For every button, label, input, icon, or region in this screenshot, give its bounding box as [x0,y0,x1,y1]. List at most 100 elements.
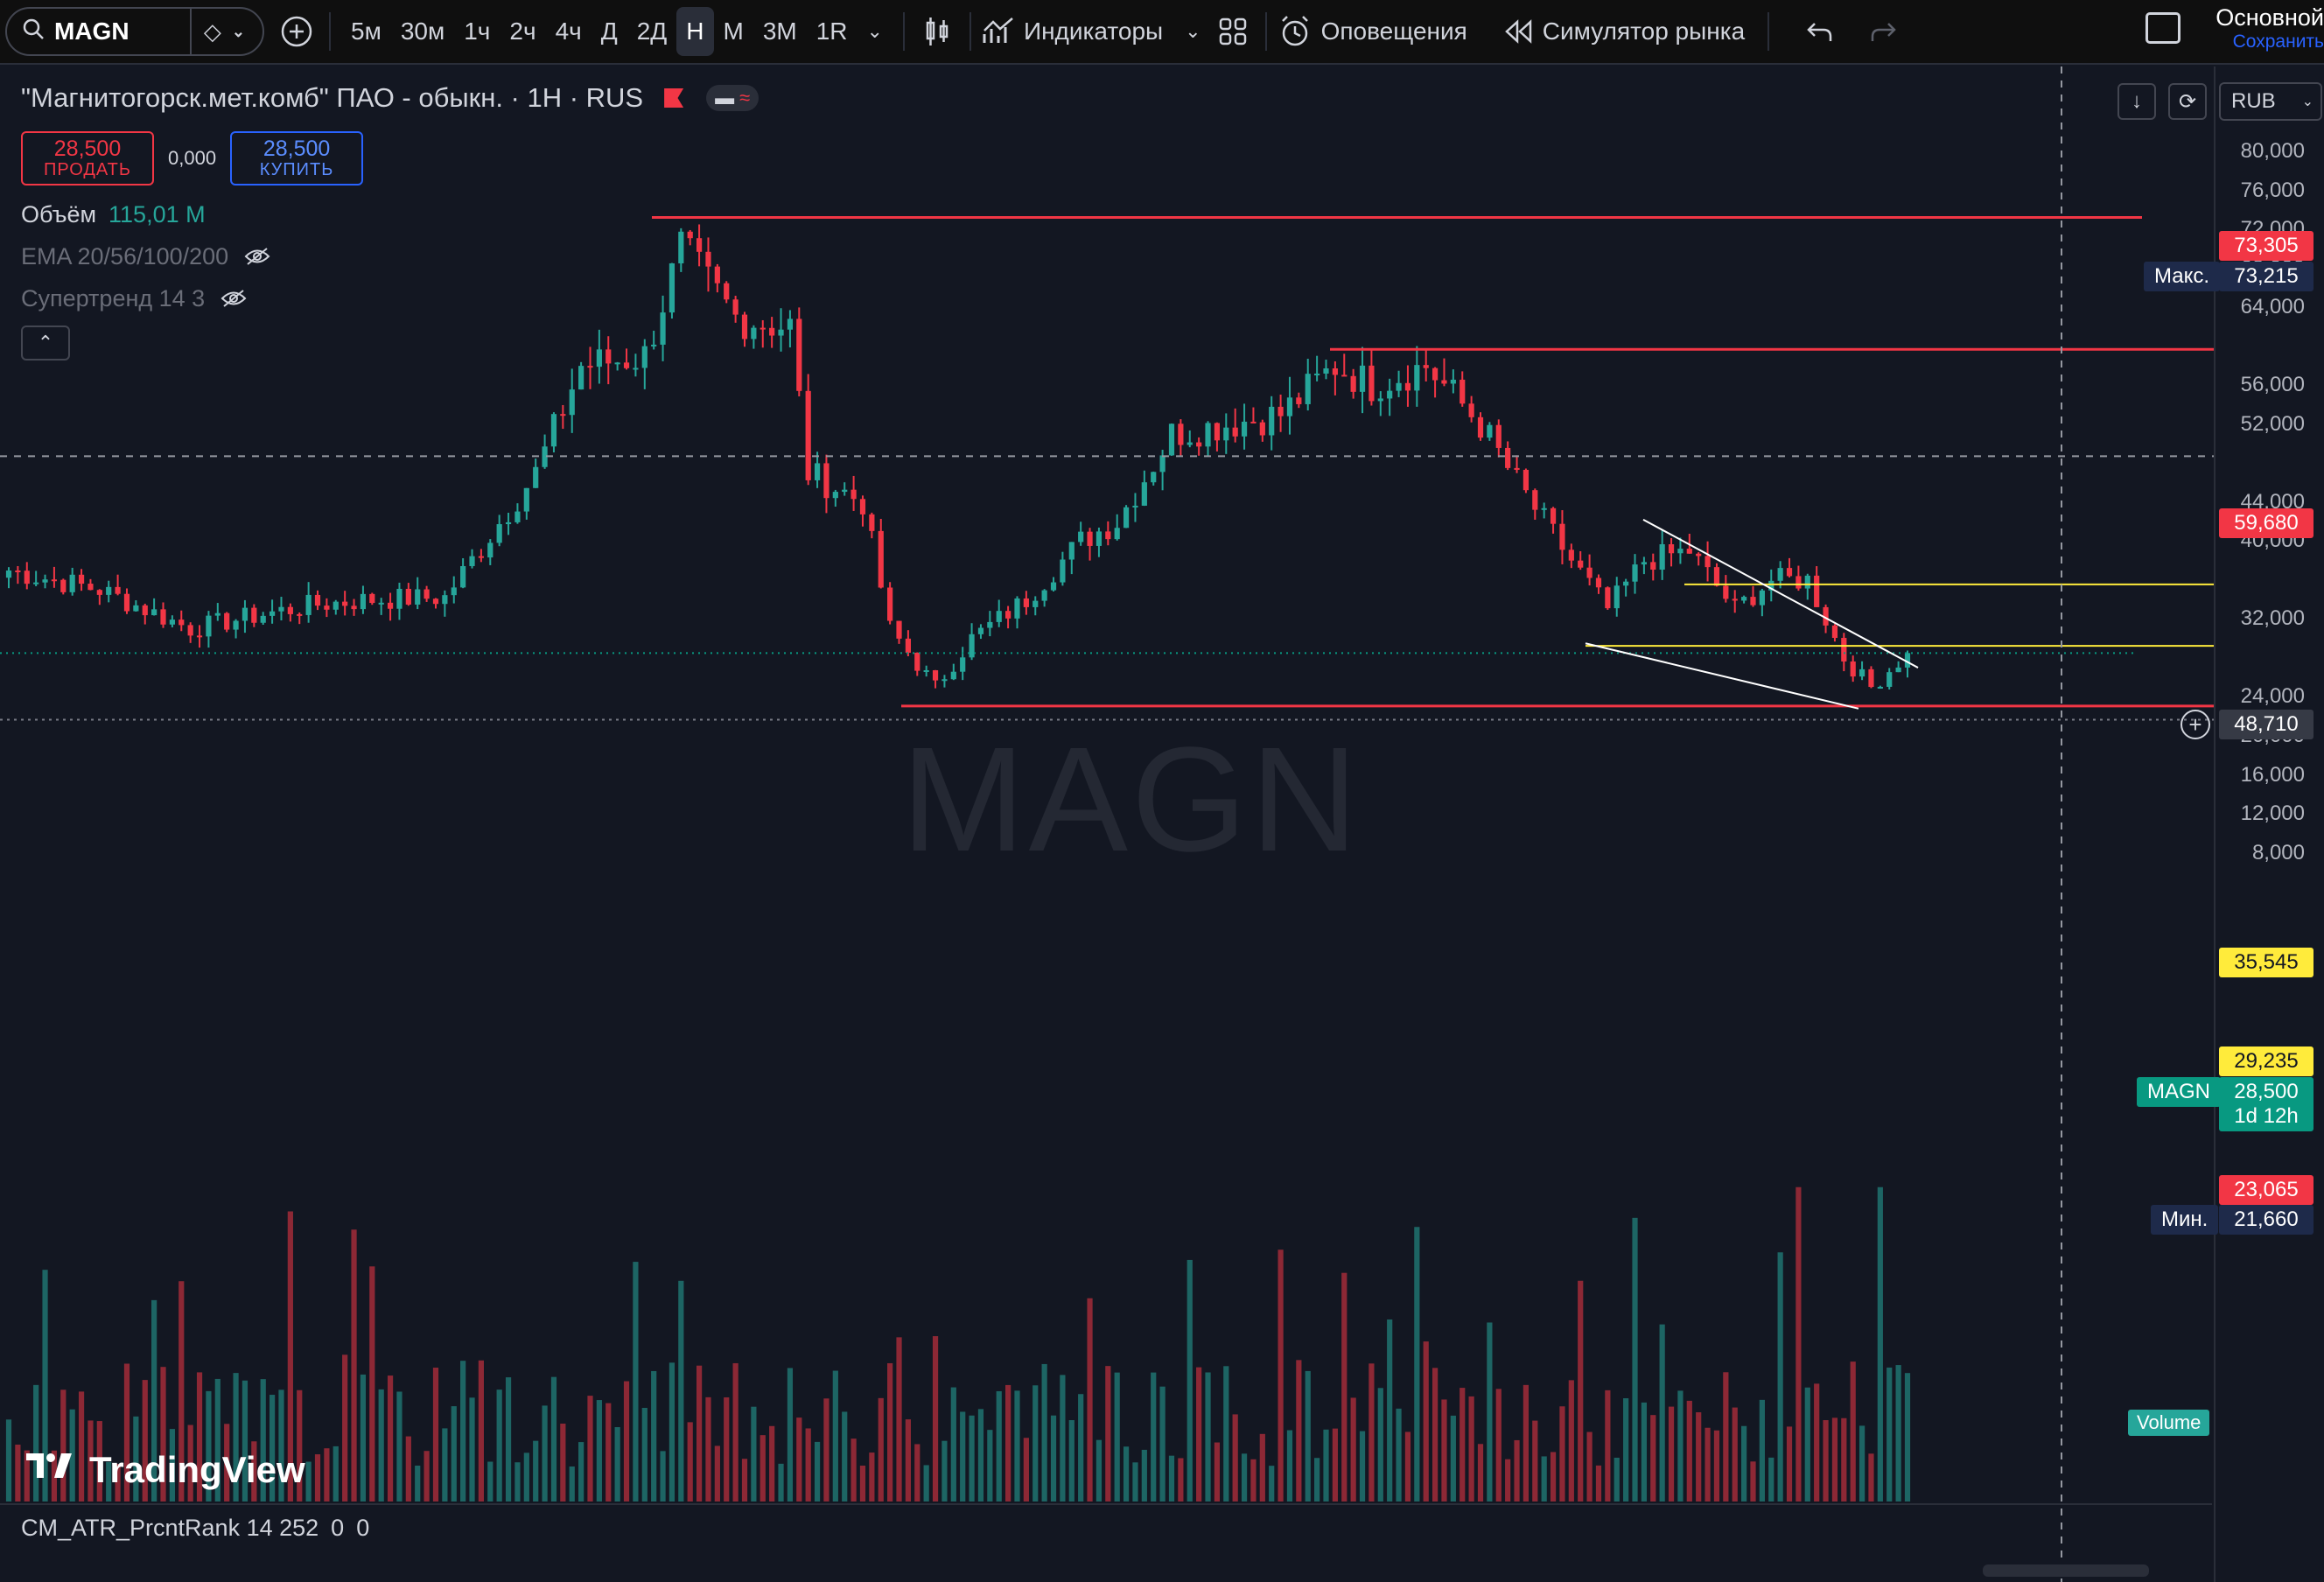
download-icon[interactable]: ↓ [2118,83,2156,120]
price-scale[interactable]: 80,00076,00072,00068,00064,00056,00052,0… [2214,66,2324,1582]
timeframe-9[interactable]: 3М [762,18,797,45]
time-scrollbar[interactable] [1983,1564,2149,1577]
refresh-icon[interactable]: ⟳ [2168,83,2207,120]
add-alert-plus-icon[interactable]: + [2180,710,2210,739]
sell-button[interactable]: 28,500 ПРОДАТЬ [21,131,154,186]
atr-legend[interactable]: CM_ATR_PrcntRank 14 252 0 0 [21,1515,369,1542]
candle-body [123,593,130,612]
volume-bar [514,1462,521,1502]
timeframe-10[interactable]: 1R [816,18,848,45]
volume-bar [115,1464,121,1502]
replay-button[interactable]: Симулятор рынка [1502,18,1745,46]
price-tick: 56,000 [2240,373,2305,397]
candle-body [1323,368,1329,374]
save-layout-area[interactable]: Основной Сохранить [2146,4,2324,52]
volume-bar [914,1444,920,1502]
save-button[interactable]: Сохранить [2232,31,2324,52]
currency-select[interactable]: RUB ⌄ [2219,82,2322,121]
volume-bar [977,1409,984,1502]
supertrend-legend[interactable]: Супертренд 14 3 [21,284,759,313]
volume-bar [1105,1366,1111,1502]
volume-bar [1250,1459,1256,1502]
candle-body [869,514,875,531]
candle-body [1214,423,1221,441]
candle-body [332,601,339,610]
indicators-button[interactable]: Индикаторы [982,17,1163,46]
timeframe-7[interactable]: Н [676,7,714,56]
buy-button[interactable]: 28,500 КУПИТЬ [230,131,364,186]
undo-button[interactable] [1797,7,1841,56]
volume-bar [233,1373,239,1502]
candle-body [578,366,584,390]
collapse-legend-button[interactable]: ⌃ [21,326,70,360]
volume-bar [569,1466,575,1502]
timeframe-0[interactable]: 5м [351,18,382,45]
timeframe-8[interactable]: М [723,18,744,45]
chart-pane[interactable]: MAGN "Магнитогорск.мет.комб" ПАО - обыкн… [0,66,2324,1582]
candle-body [1141,482,1147,506]
flag-icon [664,88,684,108]
status-pill[interactable]: ▬ ≈ [706,85,760,111]
candle-body [206,615,212,637]
candle-body [1041,590,1047,601]
candle-body [1432,368,1438,381]
layout-button[interactable] [1211,7,1255,56]
candle-body [1550,508,1557,524]
volume-bar [1450,1415,1456,1502]
chevron-down-icon[interactable]: ⌄ [231,22,245,40]
volume-bar [1586,1432,1592,1502]
eye-hidden-icon[interactable] [220,289,247,308]
symbol-search[interactable]: MAGN ◇ ⌄ [5,7,264,56]
volume-bar [287,1211,293,1502]
candle-body [1614,585,1620,609]
volume-bar [960,1411,966,1502]
volume-bar [251,1441,257,1502]
max-price-label: 73,215 [2219,262,2314,291]
pane-separator[interactable] [0,1503,2212,1505]
volume-bar [1804,1387,1810,1502]
toolbar-separator [969,12,971,51]
timeframe-5[interactable]: Д [600,18,618,45]
candle-body [1032,600,1039,607]
price-tick: 80,000 [2240,139,2305,163]
timeframe-chevron-icon[interactable]: ⌄ [866,20,883,42]
volume-bar [1850,1362,1856,1502]
redo-button[interactable] [1862,7,1906,56]
price-chart[interactable] [0,66,2324,1582]
symbol-tag-label: MAGN [2137,1077,2221,1107]
candle-body [887,587,893,621]
volume-bar [1532,1420,1538,1502]
fullscreen-box-icon[interactable] [2146,12,2181,45]
candle-body [1359,365,1366,392]
indicators-chevron-icon[interactable]: ⌄ [1185,20,1201,42]
diamond-icon[interactable]: ◇ [203,18,221,45]
timeframe-3[interactable]: 2ч [509,18,536,45]
volume-legend[interactable]: Объём 115,01 M [21,200,759,229]
candle-body [1732,598,1738,601]
timeframe-4[interactable]: 4ч [555,18,582,45]
candle-body [1532,490,1538,510]
candle-body [950,671,956,680]
timeframe-2[interactable]: 1ч [464,18,491,45]
timeframe-6[interactable]: 2Д [636,18,668,45]
volume-bar [1759,1399,1765,1502]
eye-hidden-icon[interactable] [244,247,270,266]
alerts-button[interactable]: Оповещения [1278,14,1467,49]
chart-type-button[interactable] [915,7,959,56]
volume-bar [487,1461,494,1502]
candle-body [705,251,711,267]
volume-bar [1141,1449,1147,1502]
candle-body [278,606,284,612]
compare-add-button[interactable] [275,7,318,56]
volume-bar [1831,1418,1838,1502]
volume-bar [1522,1384,1530,1502]
tradingview-logo[interactable]: TradingView [24,1449,305,1491]
volume-bar [1296,1360,1302,1502]
candle-body [714,266,720,284]
volume-bar [1214,1442,1221,1502]
candle-body [106,586,112,595]
timeframe-1[interactable]: 30м [400,18,445,45]
candle-body [823,463,830,499]
ema-legend[interactable]: EMA 20/56/100/200 [21,242,759,271]
candle-body [260,615,266,623]
